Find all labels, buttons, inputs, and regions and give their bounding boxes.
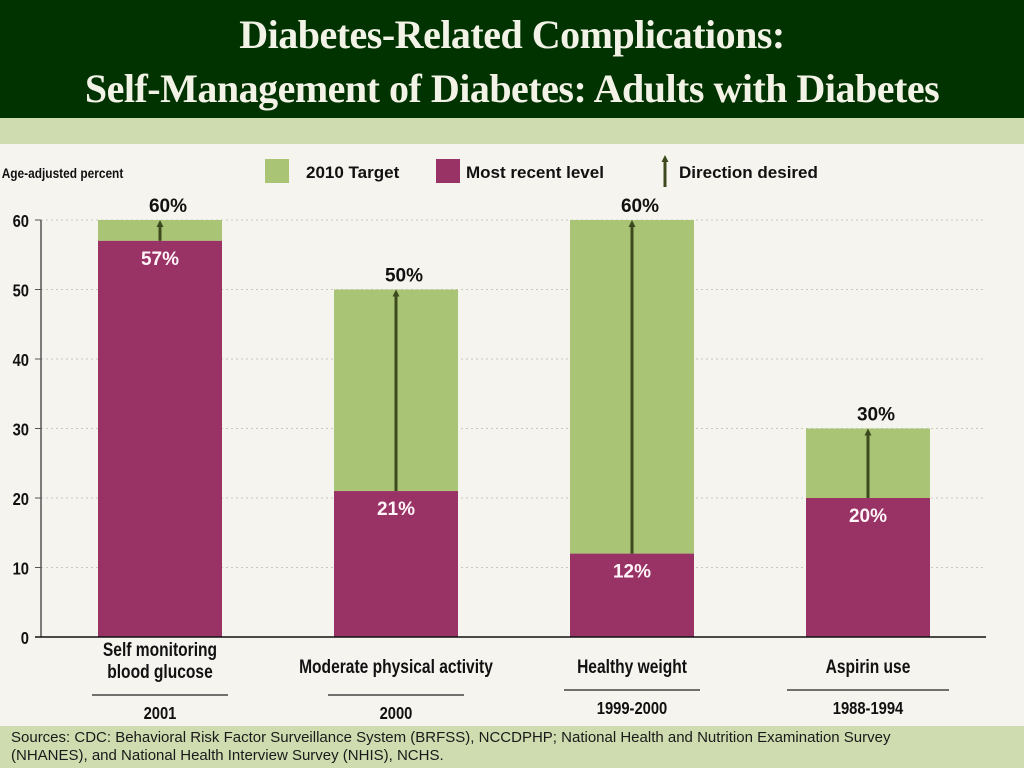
- y-tick-label: 0: [21, 629, 29, 649]
- bar-recent: [334, 491, 458, 637]
- axes: 0 10 20 30 40 50 60 Age-adjusted percent: [2, 165, 986, 648]
- y-tick-label: 60: [13, 212, 29, 232]
- category-year: 1999-2000: [597, 699, 667, 719]
- arrow-head: [628, 220, 636, 227]
- sources-line-1: Sources: CDC: Behavioral Risk Factor Sur…: [11, 729, 891, 746]
- decorative-band: [0, 118, 1024, 144]
- category-year: 2001: [144, 704, 177, 724]
- bar-recent: [806, 498, 930, 637]
- title-banner: Diabetes-Related Complications: Self-Man…: [0, 0, 1024, 118]
- title-line-1: Diabetes-Related Complications:: [239, 12, 785, 57]
- arrow-head: [864, 428, 872, 436]
- category-year: 2000: [380, 704, 413, 724]
- y-tick-label: 30: [13, 420, 29, 440]
- recent-value-label: 21%: [377, 499, 415, 520]
- y-axis-title: Age-adjusted percent: [2, 165, 124, 181]
- stacked-bar-chart: 0 10 20 30 40 50 60 Age-adjusted percent 60% 57%…: [2, 155, 986, 723]
- bar-recent: [570, 553, 694, 637]
- recent-value-label: 57%: [141, 249, 179, 270]
- category-label: blood glucose: [107, 661, 213, 683]
- legend-swatch-target: [265, 159, 289, 183]
- target-value-label: 60%: [621, 196, 659, 217]
- legend-swatch-recent: [436, 159, 460, 183]
- y-tick-label: 20: [13, 490, 29, 510]
- category-label: Healthy weight: [577, 656, 687, 678]
- sources-footer: [0, 726, 1024, 768]
- y-tick-label: 10: [13, 559, 29, 579]
- target-value-label: 50%: [385, 266, 423, 287]
- recent-value-label: 20%: [849, 506, 887, 527]
- arrow-head: [392, 289, 400, 297]
- legend: 2010 Target Most recent level Direction de…: [265, 155, 818, 187]
- arrow-head: [156, 220, 164, 227]
- target-value-label: 30%: [857, 405, 895, 426]
- legend-arrow-head-icon: [661, 155, 669, 162]
- bars: [98, 220, 930, 637]
- target-value-label: 60%: [149, 196, 187, 217]
- category-year: 1988-1994: [833, 699, 904, 719]
- category-label: Aspirin use: [826, 656, 911, 678]
- title-line-2: Self-Management of Diabetes: Adults with…: [84, 66, 940, 111]
- sources-line-2: (NHANES), and National Health Interview …: [11, 747, 444, 764]
- legend-label-recent: Most recent level: [466, 163, 604, 182]
- bar-recent: [98, 240, 222, 637]
- category-label: Self monitoring: [103, 639, 217, 661]
- y-tick-label: 50: [13, 281, 29, 301]
- legend-label-direction: Direction desired: [679, 163, 818, 182]
- recent-value-label: 12%: [613, 562, 651, 583]
- y-tick-label: 40: [13, 351, 29, 371]
- legend-label-target: 2010 Target: [306, 163, 400, 182]
- category-label: Moderate physical activity: [299, 656, 493, 678]
